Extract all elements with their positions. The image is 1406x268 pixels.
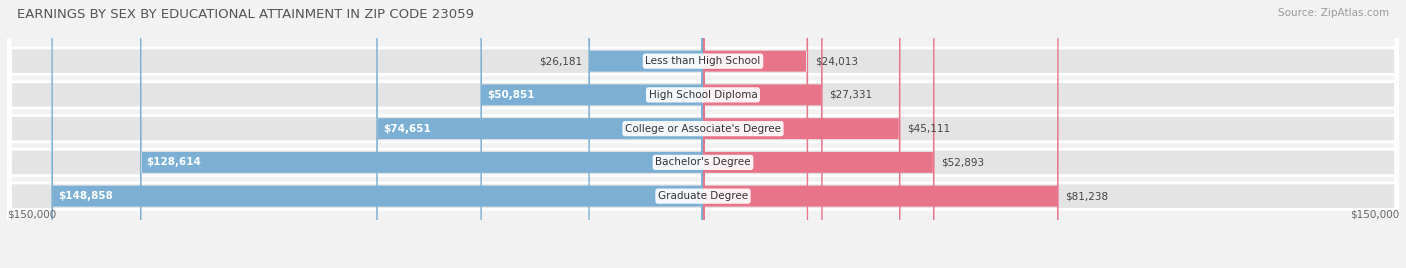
FancyBboxPatch shape: [481, 0, 703, 268]
FancyBboxPatch shape: [703, 0, 823, 268]
Legend: Male, Female: Male, Female: [647, 264, 759, 268]
Text: $24,013: $24,013: [814, 56, 858, 66]
Text: $26,181: $26,181: [538, 56, 582, 66]
Text: $148,858: $148,858: [58, 191, 112, 201]
Text: College or Associate's Degree: College or Associate's Degree: [626, 124, 780, 134]
Text: $52,893: $52,893: [941, 157, 984, 168]
Text: $150,000: $150,000: [1350, 210, 1399, 220]
Text: $74,651: $74,651: [382, 124, 430, 134]
FancyBboxPatch shape: [703, 0, 808, 268]
FancyBboxPatch shape: [7, 0, 1399, 268]
FancyBboxPatch shape: [141, 0, 703, 268]
FancyBboxPatch shape: [7, 0, 1399, 268]
FancyBboxPatch shape: [377, 0, 703, 268]
Text: $128,614: $128,614: [146, 157, 201, 168]
Text: Source: ZipAtlas.com: Source: ZipAtlas.com: [1278, 8, 1389, 18]
Text: Less than High School: Less than High School: [645, 56, 761, 66]
Text: $27,331: $27,331: [830, 90, 872, 100]
FancyBboxPatch shape: [7, 0, 1399, 268]
FancyBboxPatch shape: [7, 0, 1399, 268]
Text: EARNINGS BY SEX BY EDUCATIONAL ATTAINMENT IN ZIP CODE 23059: EARNINGS BY SEX BY EDUCATIONAL ATTAINMEN…: [17, 8, 474, 21]
Text: $81,238: $81,238: [1066, 191, 1108, 201]
FancyBboxPatch shape: [7, 0, 1399, 268]
Text: $45,111: $45,111: [907, 124, 950, 134]
Text: $150,000: $150,000: [7, 210, 56, 220]
FancyBboxPatch shape: [52, 0, 703, 268]
Text: $50,851: $50,851: [486, 90, 534, 100]
FancyBboxPatch shape: [703, 0, 935, 268]
Text: Graduate Degree: Graduate Degree: [658, 191, 748, 201]
FancyBboxPatch shape: [703, 0, 900, 268]
FancyBboxPatch shape: [703, 0, 1059, 268]
Text: High School Diploma: High School Diploma: [648, 90, 758, 100]
Text: Bachelor's Degree: Bachelor's Degree: [655, 157, 751, 168]
FancyBboxPatch shape: [588, 0, 703, 268]
